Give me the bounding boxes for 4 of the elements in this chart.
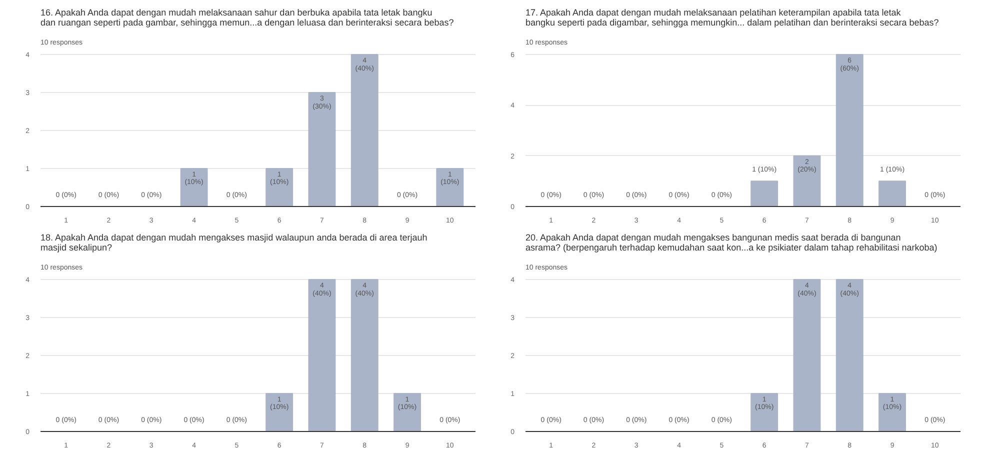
- chart-title: 18. Apakah Anda dapat dengan mudah mengakses masjid walaupun anda berada di area terjauh masjid sekalipun?: [40, 232, 428, 252]
- chart-title: 20. Apakah Anda dapat dengan mudah mengakses bangunan medis saat berada di bangunan asrama? (berpengaruh terhadap kemudahan saat kon...a ke psikiater dalam tahap rehabilitasi narkoba): [526, 232, 938, 252]
- chart-title: 17. Apakah Anda dapat dengan mudah melaksanaan pelatihan keterampilan apabila tata letak bangku seperti pada digambar, sehingga memungkin... dalam pelatihan dan berinteraksi secara bebas?: [526, 8, 939, 28]
- chart-title: 16. Apakah Anda dapat dengan mudah melaksanaan sahur dan berbuka apabila tata letak bangku dan ruangan seperti pada gambar, sehingga memun...a dengan leluasa dan berinteraksi secara bebas?: [40, 8, 454, 28]
